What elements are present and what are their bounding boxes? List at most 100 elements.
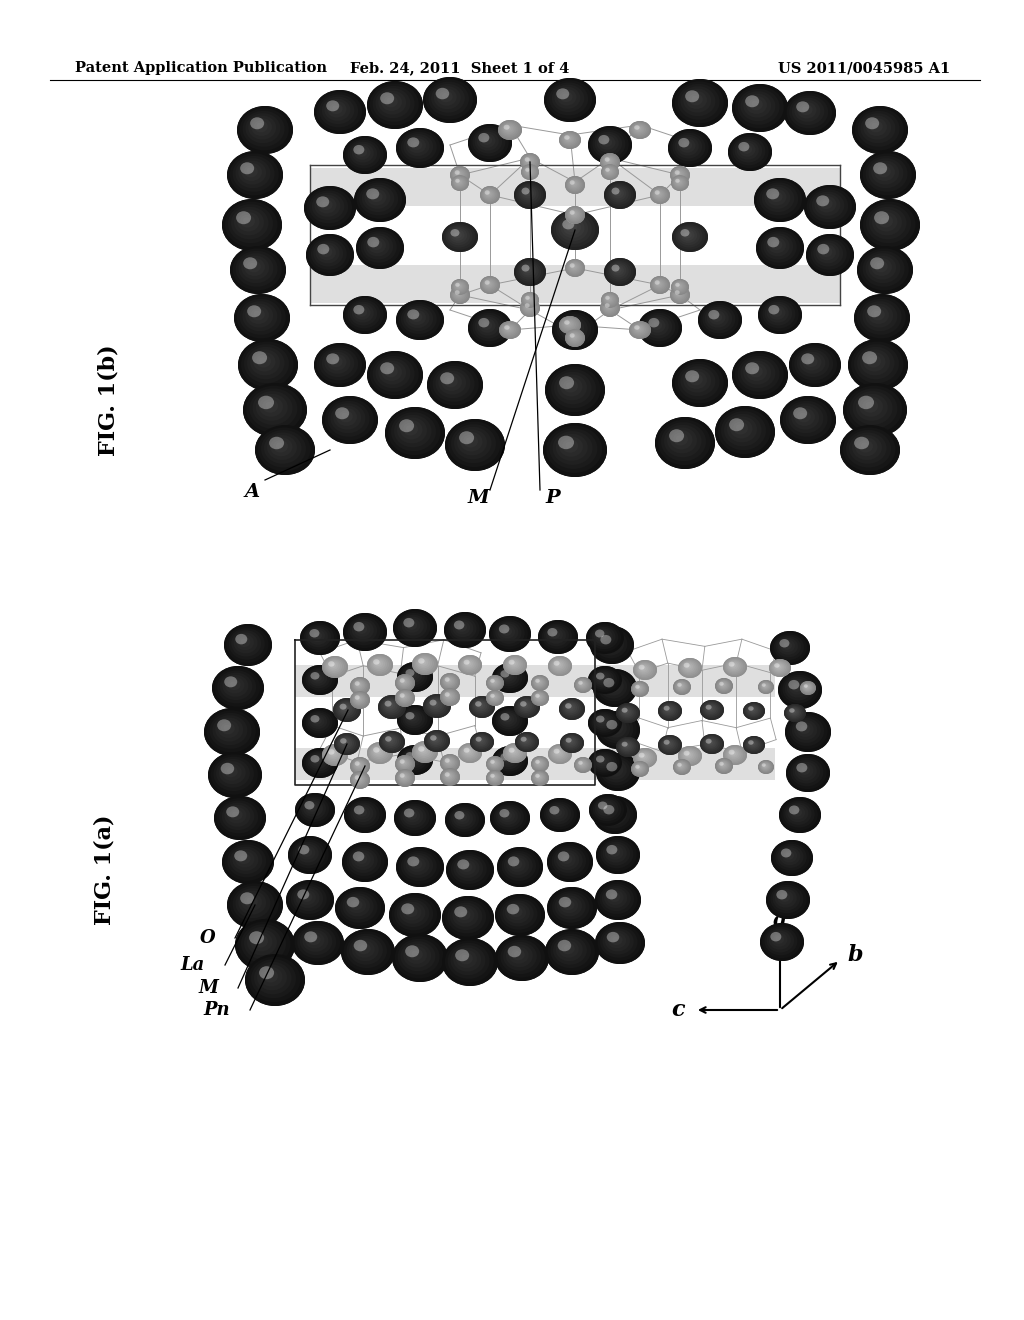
Ellipse shape [548, 628, 557, 636]
Ellipse shape [678, 746, 702, 766]
Ellipse shape [700, 302, 738, 337]
Ellipse shape [492, 706, 528, 737]
Ellipse shape [343, 741, 346, 743]
Ellipse shape [567, 224, 573, 228]
Ellipse shape [548, 367, 600, 412]
Ellipse shape [762, 684, 766, 686]
Ellipse shape [669, 429, 684, 442]
Ellipse shape [604, 181, 636, 209]
Ellipse shape [616, 704, 640, 723]
Ellipse shape [258, 396, 274, 409]
Ellipse shape [650, 186, 670, 205]
Ellipse shape [677, 682, 686, 690]
Ellipse shape [599, 634, 604, 638]
Ellipse shape [653, 189, 666, 199]
Ellipse shape [612, 265, 624, 276]
Ellipse shape [788, 708, 800, 717]
Ellipse shape [685, 90, 699, 102]
Ellipse shape [779, 847, 801, 865]
Ellipse shape [804, 684, 808, 688]
Ellipse shape [640, 312, 679, 345]
Ellipse shape [440, 768, 460, 785]
Ellipse shape [759, 230, 801, 265]
Ellipse shape [322, 350, 354, 378]
Ellipse shape [244, 927, 282, 960]
Ellipse shape [385, 737, 391, 742]
Ellipse shape [606, 680, 617, 690]
Ellipse shape [247, 347, 285, 379]
Ellipse shape [870, 309, 885, 321]
Ellipse shape [691, 376, 698, 381]
Ellipse shape [532, 772, 546, 784]
Ellipse shape [527, 169, 529, 172]
Ellipse shape [212, 667, 264, 710]
Ellipse shape [631, 681, 649, 697]
Ellipse shape [805, 356, 817, 367]
Ellipse shape [581, 763, 583, 764]
Ellipse shape [455, 620, 470, 635]
Ellipse shape [525, 168, 532, 174]
Ellipse shape [220, 673, 252, 700]
Ellipse shape [357, 942, 371, 954]
Ellipse shape [332, 106, 339, 111]
Ellipse shape [700, 734, 724, 754]
Ellipse shape [372, 746, 385, 758]
Ellipse shape [399, 678, 404, 682]
Ellipse shape [536, 760, 543, 766]
Ellipse shape [496, 667, 522, 689]
Ellipse shape [553, 748, 565, 758]
Ellipse shape [375, 748, 381, 754]
Ellipse shape [779, 797, 821, 833]
Ellipse shape [225, 677, 245, 693]
Ellipse shape [307, 752, 330, 771]
Ellipse shape [286, 880, 334, 920]
Ellipse shape [504, 813, 509, 817]
Ellipse shape [304, 932, 317, 942]
Ellipse shape [450, 228, 467, 243]
Ellipse shape [640, 667, 646, 671]
Ellipse shape [520, 153, 540, 172]
Ellipse shape [456, 858, 479, 878]
Ellipse shape [458, 655, 482, 675]
Ellipse shape [728, 133, 772, 172]
Ellipse shape [598, 838, 637, 871]
Ellipse shape [224, 624, 272, 667]
Ellipse shape [737, 356, 779, 392]
Ellipse shape [622, 708, 631, 715]
Ellipse shape [244, 257, 265, 276]
Ellipse shape [338, 737, 354, 750]
Ellipse shape [877, 263, 884, 269]
Ellipse shape [854, 294, 910, 342]
Ellipse shape [305, 711, 333, 734]
Ellipse shape [559, 896, 571, 907]
Ellipse shape [234, 850, 247, 862]
Ellipse shape [596, 752, 640, 791]
Ellipse shape [520, 701, 530, 710]
Ellipse shape [494, 804, 524, 830]
Ellipse shape [550, 630, 560, 639]
Ellipse shape [347, 896, 359, 907]
Ellipse shape [327, 354, 339, 364]
Ellipse shape [399, 677, 409, 686]
Text: La: La [181, 956, 205, 974]
Ellipse shape [781, 799, 818, 830]
Ellipse shape [762, 925, 801, 958]
Ellipse shape [650, 276, 670, 294]
Ellipse shape [342, 894, 374, 920]
Ellipse shape [446, 774, 451, 777]
Ellipse shape [674, 289, 684, 298]
Ellipse shape [664, 706, 673, 714]
Ellipse shape [501, 121, 518, 137]
Ellipse shape [310, 630, 325, 643]
Ellipse shape [485, 281, 493, 288]
Ellipse shape [748, 706, 759, 714]
Ellipse shape [730, 751, 736, 756]
Ellipse shape [355, 776, 362, 783]
Ellipse shape [654, 280, 664, 289]
Ellipse shape [806, 234, 854, 276]
Ellipse shape [404, 751, 422, 766]
Ellipse shape [478, 739, 481, 742]
Ellipse shape [341, 738, 350, 747]
Ellipse shape [673, 289, 685, 300]
Ellipse shape [224, 766, 238, 777]
